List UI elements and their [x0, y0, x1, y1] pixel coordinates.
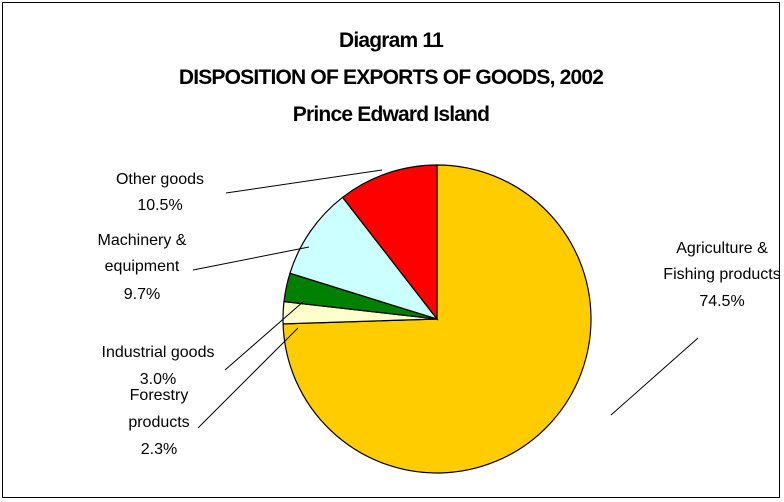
leader-line [224, 300, 305, 371]
chart-title-line-3: Prince Edward Island [292, 103, 490, 126]
slice-value-label: 9.7% [124, 286, 160, 303]
pie-slice [289, 196, 439, 321]
slice-value-label: 74.5% [699, 293, 744, 310]
slice-value-label: 10.5% [137, 197, 182, 214]
slice-label: Other goods [116, 171, 204, 188]
slice-label: Machinery & [98, 232, 187, 249]
slice-value-label: 2.3% [141, 441, 177, 458]
chart-title-line-2: DISPOSITION OF EXPORTS OF GOODS, 2002 [178, 66, 604, 89]
leader-line [610, 337, 699, 416]
chart-title-line-1: Diagram 11 [338, 29, 444, 52]
slice-label: products [128, 414, 189, 431]
slice-label: Fishing products [663, 266, 780, 283]
slice-label: Industrial goods [102, 344, 215, 361]
slice-label: Forestry [130, 387, 189, 404]
pie-slice [341, 164, 438, 321]
slice-label: equipment [105, 258, 180, 275]
leader-line [192, 246, 310, 271]
slice-value-label: 3.0% [140, 371, 176, 388]
leader-line [225, 169, 383, 194]
leader-line [197, 327, 299, 429]
slice-label: Agriculture & [676, 240, 768, 257]
